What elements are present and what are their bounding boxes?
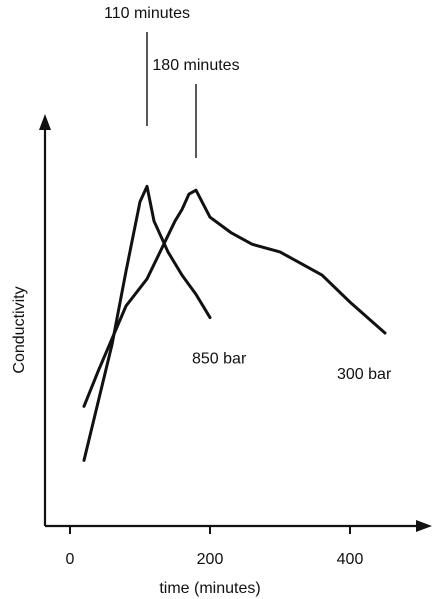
x-tick-label: 0 — [66, 551, 75, 568]
series-line — [82, 184, 212, 462]
series-lines — [82, 184, 387, 462]
x-tick-label: 400 — [337, 551, 364, 568]
annotations: 110 minutes 180 minutes — [104, 5, 240, 158]
x-axis-label: time (minutes) — [159, 580, 260, 597]
axes — [39, 114, 432, 532]
series-line — [82, 188, 387, 408]
series-labels: 850 bar 300 bar — [192, 351, 392, 383]
annotation-label: 180 minutes — [152, 57, 239, 74]
annotation-label: 110 minutes — [104, 5, 190, 22]
series-label: 300 bar — [337, 366, 392, 383]
series-label: 850 bar — [192, 351, 247, 368]
x-tick-label: 200 — [197, 551, 224, 568]
y-axis-label: Conductivity — [11, 286, 28, 373]
x-ticks: 0 200 400 — [66, 526, 364, 568]
x-axis-arrow — [416, 520, 432, 532]
y-axis-arrow — [39, 114, 51, 130]
